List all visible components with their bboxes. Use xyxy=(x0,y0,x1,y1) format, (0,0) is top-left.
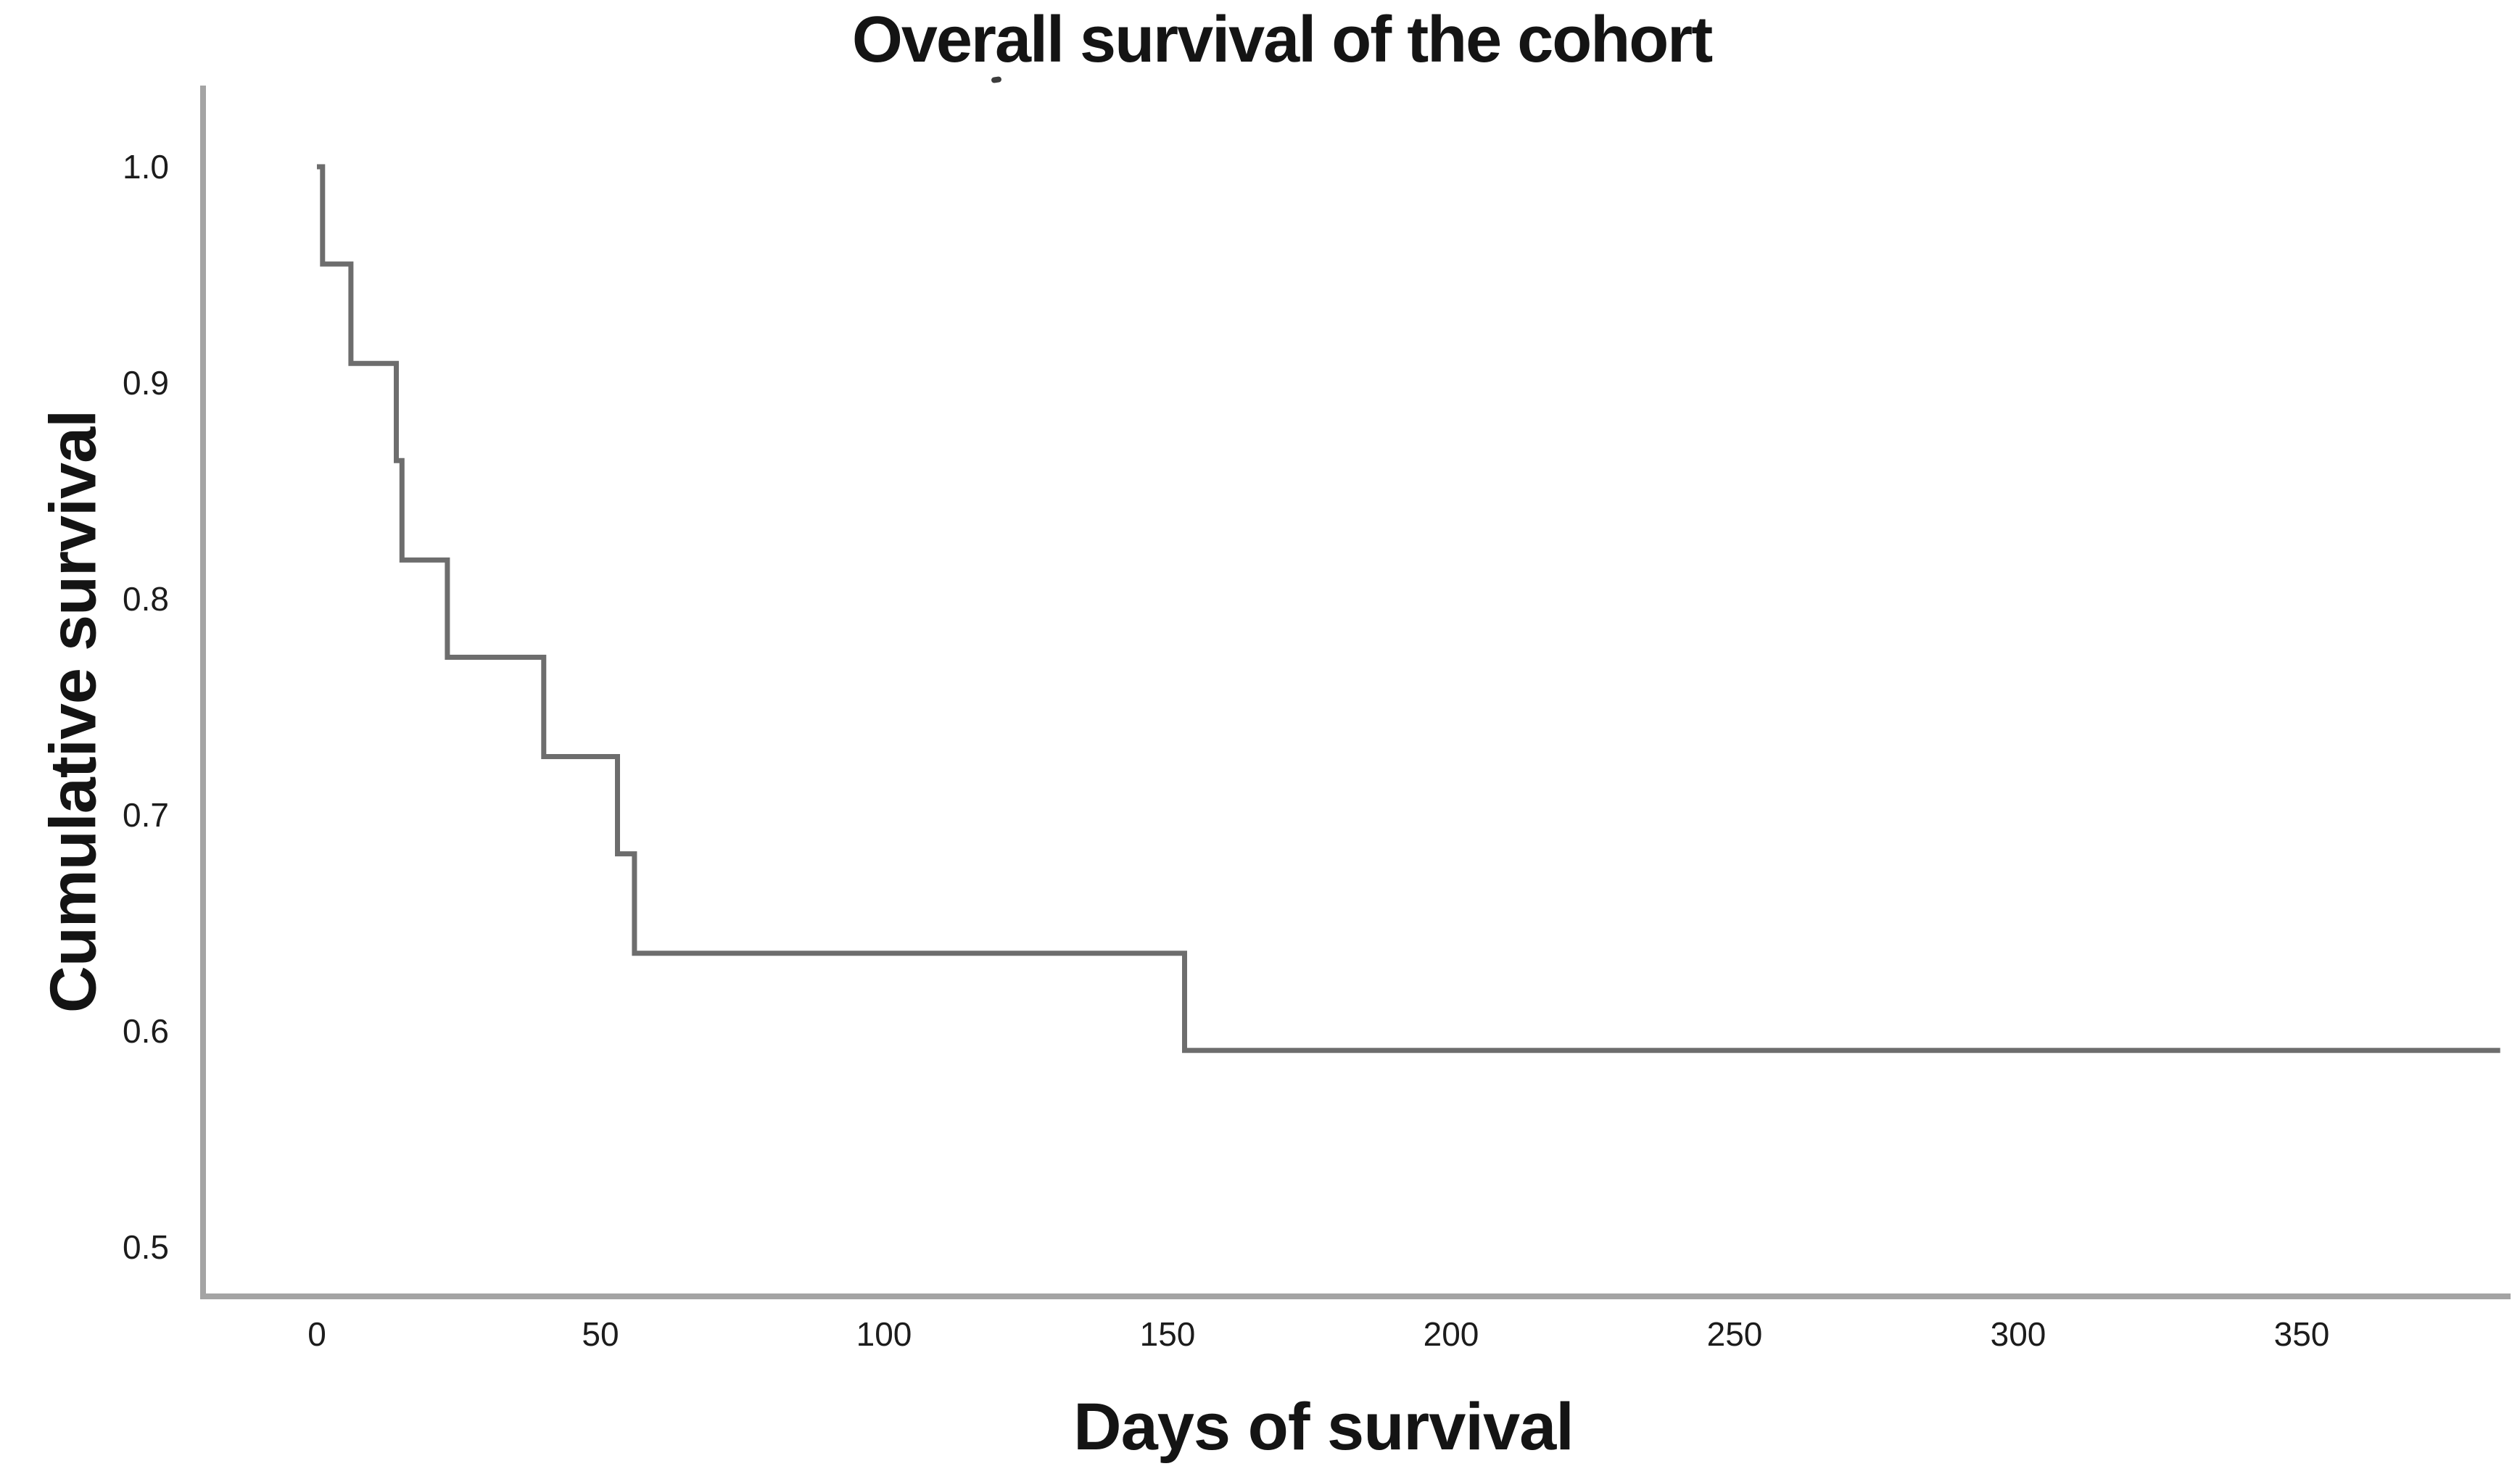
x-tick-labels: 0 50 100 150 200 250 300 350 xyxy=(307,1315,2329,1353)
y-tick-label: 0.8 xyxy=(123,580,169,618)
x-tick-label: 200 xyxy=(1424,1315,1479,1353)
y-tick-label: 0.7 xyxy=(123,796,169,834)
y-tick-label: 0.6 xyxy=(123,1012,169,1050)
survival-curve xyxy=(317,164,2500,1053)
x-tick-label: 250 xyxy=(1707,1315,1763,1353)
x-axis-title: Days of survival xyxy=(1073,1390,1574,1464)
x-tick-label: 300 xyxy=(1991,1315,2046,1353)
x-tick-label: 100 xyxy=(856,1315,912,1353)
x-tick-label: 50 xyxy=(582,1315,619,1353)
y-tick-label: 1.0 xyxy=(123,148,169,186)
x-tick-label: 0 xyxy=(307,1315,326,1353)
chart-title: Overall survival of the cohort xyxy=(851,4,1713,76)
y-tick-labels: 1.0 0.9 0.8 0.7 0.6 0.5 xyxy=(123,148,169,1266)
y-tick-label: 0.5 xyxy=(123,1228,169,1266)
x-tick-label: 350 xyxy=(2274,1315,2330,1353)
x-tick-label: 150 xyxy=(1140,1315,1196,1353)
y-tick-label: 0.9 xyxy=(123,364,169,402)
